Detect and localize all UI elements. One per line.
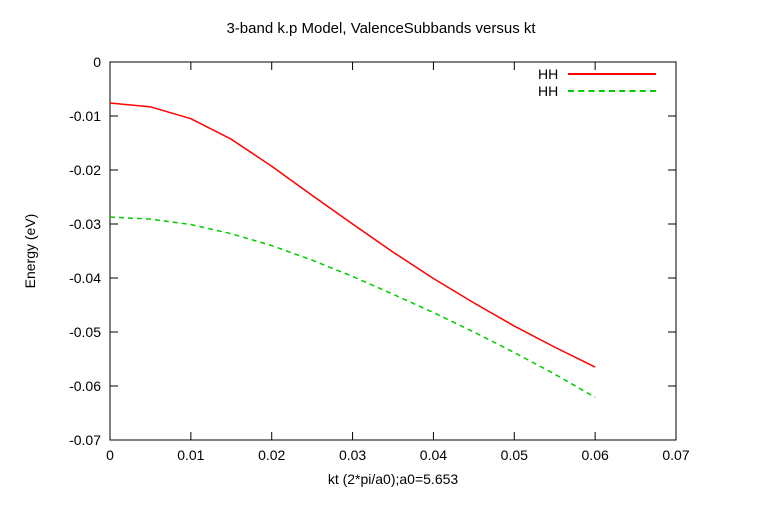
chart-title: 3-band k.p Model, ValenceSubbands versus… [226, 20, 536, 37]
y-tick-label: -0.07 [69, 432, 101, 448]
x-tick-label: 0.04 [420, 447, 447, 463]
y-tick-label: -0.02 [69, 162, 101, 178]
y-tick-label: -0.01 [69, 108, 101, 124]
y-tick-label: -0.06 [69, 378, 101, 394]
x-tick-label: 0 [106, 447, 114, 463]
legend-item: HH [538, 83, 657, 99]
plot-frame [109, 61, 677, 441]
x-tick-label: 0.01 [177, 447, 204, 463]
x-tick-label: 0.02 [258, 447, 285, 463]
x-axis-label: kt (2*pi/a0);a0=5.653 [327, 471, 459, 487]
series-line-1 [109, 216, 596, 398]
x-tick-label: 0.06 [582, 447, 609, 463]
legend-item: HH [538, 66, 657, 82]
legend-label: HH [538, 83, 559, 99]
legend-line-sample-solid [568, 73, 657, 75]
x-tick-label: 0.07 [662, 447, 689, 463]
y-tick-label: 0 [93, 54, 101, 70]
legend-label: HH [538, 66, 559, 82]
y-tick-label: -0.03 [69, 216, 101, 232]
x-tick-label: 0.05 [501, 447, 528, 463]
series-line-0 [109, 102, 596, 368]
y-tick-label: -0.04 [69, 270, 101, 286]
x-tick-label: 0.03 [339, 447, 366, 463]
y-tick-label: -0.05 [69, 324, 101, 340]
legend: HH HH [538, 66, 657, 100]
legend-line-sample-dashed [568, 90, 657, 92]
